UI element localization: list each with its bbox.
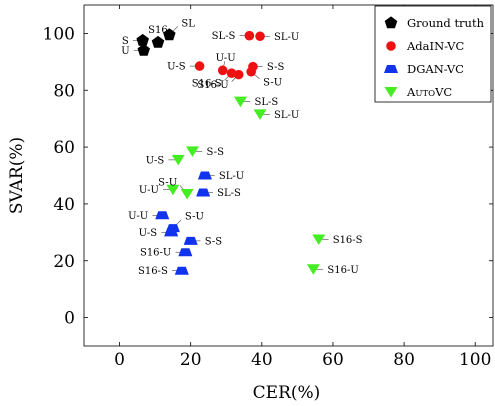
data-point-marker bbox=[197, 171, 212, 180]
data-point-marker bbox=[194, 61, 205, 71]
data-point-label: U-U bbox=[216, 53, 236, 64]
data-point-marker bbox=[217, 65, 228, 76]
y-tick-label: 0 bbox=[64, 309, 75, 329]
data-point-label: S-U bbox=[263, 77, 282, 88]
data-point-marker bbox=[248, 61, 258, 72]
data-point-label: SL-U bbox=[274, 110, 299, 121]
data-point-label: S16-S bbox=[192, 79, 222, 90]
data-point-marker bbox=[253, 109, 267, 120]
legend-label: DGAN-VC bbox=[407, 62, 464, 76]
data-point-label: S16-U bbox=[197, 80, 228, 91]
y-tick-label: 80 bbox=[53, 81, 75, 101]
data-point-label: S-S bbox=[267, 62, 285, 73]
y-axis-label: SVAR(%) bbox=[7, 137, 27, 214]
x-tick-label: 0 bbox=[114, 350, 125, 370]
data-point-label: S-U bbox=[185, 212, 204, 223]
data-point-label: SL-S bbox=[212, 31, 236, 42]
data-point-label: S16-U bbox=[140, 248, 171, 259]
data-point-marker bbox=[166, 184, 180, 196]
data-point-marker bbox=[163, 28, 176, 41]
x-tick-label: 20 bbox=[180, 350, 202, 370]
data-point-marker bbox=[171, 154, 185, 166]
legend-label: AUTOVC bbox=[406, 85, 452, 99]
data-point-label: S-S bbox=[206, 147, 224, 158]
x-axis-label: CER(%) bbox=[253, 383, 321, 403]
data-point-label: S-U bbox=[158, 177, 177, 188]
x-tick-label: 100 bbox=[459, 350, 491, 370]
data-point-label: U-S bbox=[146, 155, 165, 166]
data-point-label: U-U bbox=[128, 211, 148, 222]
legend-marker bbox=[384, 65, 398, 73]
data-point-marker bbox=[164, 228, 179, 237]
plot-frame bbox=[83, 4, 494, 347]
data-point-marker bbox=[151, 35, 165, 48]
legend-marker bbox=[384, 16, 398, 29]
data-point-label: SL-S bbox=[254, 97, 278, 108]
y-tick-label: 100 bbox=[43, 24, 75, 44]
data-point-marker bbox=[136, 33, 149, 46]
data-point-marker bbox=[178, 248, 193, 257]
data-point-label: S16-S bbox=[138, 266, 168, 277]
data-point-marker bbox=[185, 146, 199, 157]
x-tick-label: 80 bbox=[393, 350, 415, 370]
data-point-marker bbox=[155, 211, 170, 220]
data-point-label: SL bbox=[181, 18, 195, 29]
data-point-label: SL-U bbox=[274, 32, 299, 43]
data-point-marker bbox=[233, 69, 244, 80]
data-point-label: S bbox=[122, 36, 129, 47]
x-tick-label: 60 bbox=[322, 350, 344, 370]
data-point-marker bbox=[233, 96, 247, 108]
data-point-marker bbox=[306, 264, 320, 275]
data-point-label: U-U bbox=[139, 185, 159, 196]
data-point-marker bbox=[174, 266, 189, 275]
data-point-label: S16-S bbox=[333, 235, 363, 246]
data-point-marker bbox=[312, 234, 326, 245]
data-point-label: U bbox=[121, 46, 129, 57]
legend: Ground truth AdaIN-VC DGAN-VC AUTOVC bbox=[374, 5, 492, 103]
data-point-label: SL-S bbox=[217, 188, 241, 199]
data-point-marker bbox=[183, 236, 198, 245]
data-point-marker bbox=[226, 68, 237, 78]
legend-label: AdaIN-VC bbox=[406, 39, 464, 53]
data-point-label: S-S bbox=[205, 236, 223, 247]
data-point-label: U-S bbox=[167, 62, 186, 73]
data-point-label: SL-U bbox=[219, 171, 244, 182]
data-point-marker bbox=[180, 188, 194, 200]
data-point-marker bbox=[137, 43, 150, 56]
x-tick-label: 40 bbox=[251, 350, 273, 370]
y-tick-label: 20 bbox=[53, 252, 75, 272]
data-point-label: U-S bbox=[139, 228, 158, 239]
data-point-marker bbox=[196, 188, 211, 197]
y-tick-label: 40 bbox=[53, 195, 75, 215]
legend-label: Ground truth bbox=[407, 16, 485, 30]
y-tick-label: 60 bbox=[53, 138, 75, 158]
data-point-marker bbox=[244, 30, 255, 41]
data-point-marker bbox=[255, 31, 265, 42]
data-point-label: S16-U bbox=[327, 265, 358, 276]
series-0-group: SU S16 SL bbox=[121, 18, 195, 57]
data-point-label: S16 bbox=[148, 25, 168, 36]
legend-marker bbox=[384, 87, 398, 98]
legend-marker bbox=[386, 41, 396, 51]
